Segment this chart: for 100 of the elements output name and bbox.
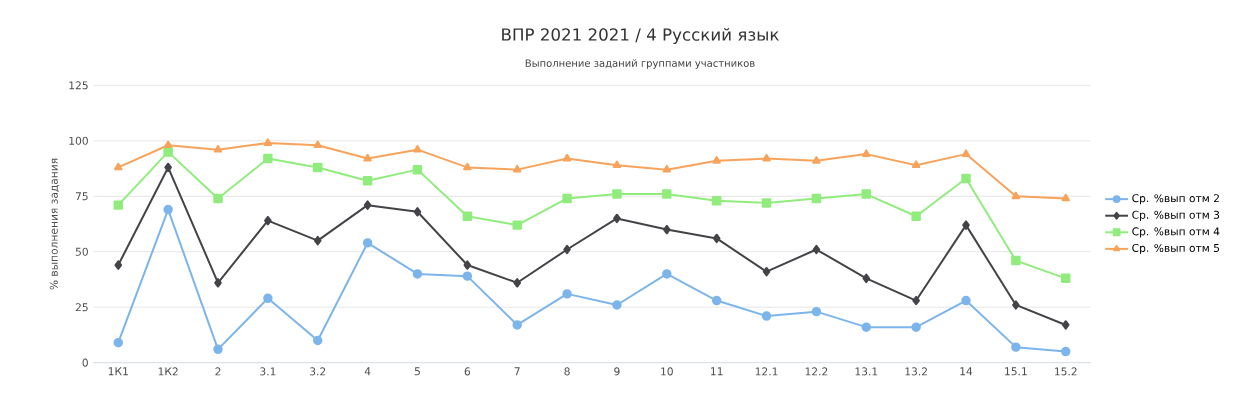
point — [613, 213, 621, 224]
point — [1011, 255, 1021, 266]
point — [812, 156, 821, 164]
point — [213, 144, 223, 153]
point — [612, 300, 622, 310]
point — [562, 153, 572, 162]
point — [113, 337, 123, 348]
point — [811, 306, 822, 317]
legend-label: Ср. %вып отм 4 — [1132, 227, 1220, 238]
point — [712, 233, 721, 244]
point — [264, 215, 272, 226]
x-tick-label: 14 — [960, 367, 973, 376]
point — [512, 320, 522, 330]
point — [712, 156, 721, 164]
chart-title: ВПР 2021 2021 / 4 Русский язык — [502, 27, 779, 45]
point — [662, 164, 672, 173]
point — [463, 260, 472, 270]
x-tick-label: 12.1 — [755, 367, 778, 376]
y-tick-label: 25 — [75, 303, 88, 312]
point — [263, 153, 273, 164]
y-tick-label: 0 — [82, 358, 88, 367]
point — [213, 344, 223, 355]
point — [662, 189, 672, 199]
point — [313, 140, 322, 149]
point — [362, 176, 373, 186]
point — [762, 153, 771, 162]
point — [762, 266, 771, 277]
x-tick-label: 15.2 — [1055, 367, 1077, 376]
point — [462, 211, 473, 221]
point — [413, 207, 422, 217]
point — [163, 140, 173, 149]
point — [313, 335, 323, 346]
point — [163, 147, 173, 157]
point — [961, 295, 971, 306]
point — [912, 295, 920, 306]
x-tick-label: 6 — [464, 367, 471, 376]
legend-label: Ср. %вып отм 3 — [1132, 210, 1220, 221]
x-tick-label: 3.2 — [310, 367, 326, 376]
point — [612, 160, 622, 169]
point — [412, 164, 423, 175]
point — [263, 293, 273, 304]
point — [962, 220, 970, 230]
x-tick-label: 1К1 — [108, 367, 128, 376]
point — [463, 162, 472, 171]
point — [812, 244, 821, 255]
point — [612, 189, 622, 199]
chart-subtitle: Выполнение заданий группами участников — [525, 59, 755, 69]
point — [563, 244, 571, 255]
x-tick-label: 2 — [215, 367, 221, 376]
point — [761, 311, 772, 321]
point — [214, 278, 222, 288]
x-tick-label: 5 — [414, 367, 420, 376]
point — [961, 149, 971, 157]
y-axis-title: % выполнения задания — [49, 158, 60, 290]
point — [711, 195, 722, 206]
point — [313, 162, 323, 173]
point — [562, 289, 572, 299]
point — [911, 322, 921, 332]
point — [911, 160, 921, 169]
y-tick-label: 75 — [75, 192, 88, 201]
legend-label: Ср. %вып отм 2 — [1132, 194, 1219, 205]
point — [1061, 193, 1070, 202]
x-tick-label: 1К2 — [158, 367, 178, 376]
point — [1061, 320, 1070, 330]
point — [562, 193, 572, 204]
point — [512, 164, 522, 173]
y-tick-label: 50 — [75, 247, 88, 256]
point — [862, 149, 871, 157]
point — [1061, 273, 1071, 284]
x-tick-label: 10 — [661, 367, 673, 376]
point — [961, 173, 971, 184]
point — [412, 269, 423, 279]
x-tick-label: 8 — [564, 367, 570, 376]
point — [362, 238, 373, 248]
point — [114, 162, 123, 171]
point — [1061, 346, 1071, 357]
point — [413, 144, 422, 153]
point — [662, 269, 672, 279]
legend-label: Ср. %вып отм 5 — [1132, 243, 1220, 255]
x-tick-label: 7 — [514, 367, 520, 376]
point — [363, 200, 372, 210]
point — [462, 271, 473, 281]
point — [663, 224, 671, 235]
point — [213, 193, 223, 204]
point — [1011, 342, 1021, 352]
point — [513, 278, 521, 288]
x-tick-label: 3.1 — [260, 367, 276, 376]
y-tick-label: 100 — [69, 136, 88, 145]
point — [711, 295, 722, 306]
point — [1011, 191, 1021, 200]
point — [114, 260, 123, 270]
point — [862, 273, 871, 284]
point — [811, 193, 822, 204]
x-tick-label: 12.2 — [805, 367, 828, 376]
point — [163, 204, 173, 215]
point — [113, 200, 123, 210]
point — [761, 198, 772, 208]
point — [164, 162, 172, 173]
x-tick-label: 13.1 — [855, 367, 878, 376]
x-tick-label: 13.2 — [905, 367, 927, 376]
